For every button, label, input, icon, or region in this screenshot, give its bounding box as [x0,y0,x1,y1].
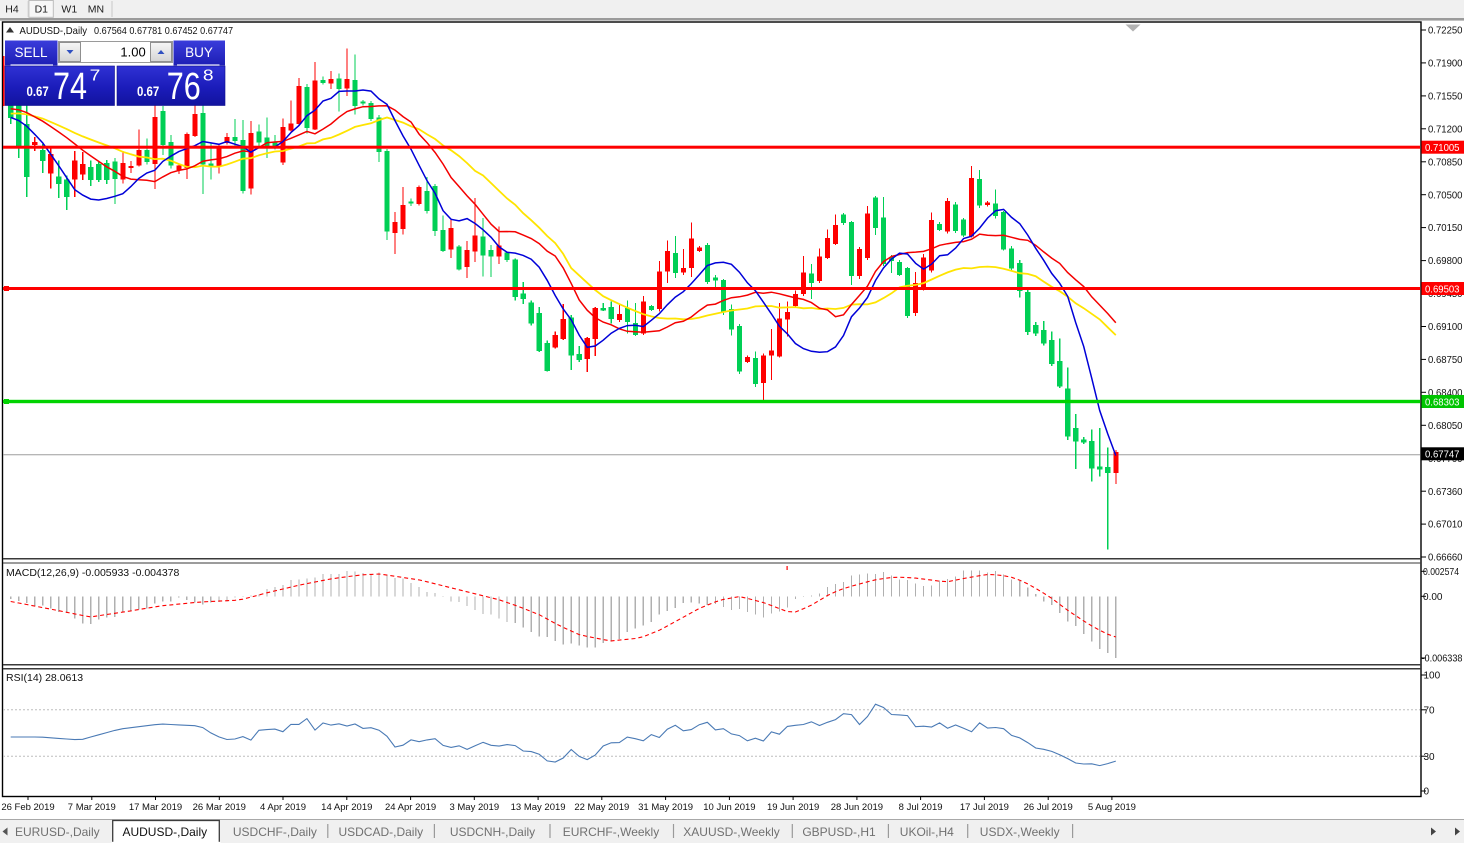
svg-text:28 Jun 2019: 28 Jun 2019 [831,802,883,813]
svg-text:1.00: 1.00 [120,45,145,60]
svg-text:USDX-,Weekly: USDX-,Weekly [980,825,1060,839]
svg-text:0.70850: 0.70850 [1428,156,1463,168]
svg-text:26 Mar 2019: 26 Mar 2019 [193,802,246,813]
svg-text:17 Jul 2019: 17 Jul 2019 [960,802,1009,813]
svg-text:0.002574: 0.002574 [1423,566,1459,578]
svg-text:0.67010: 0.67010 [1428,519,1463,531]
svg-text:0.00: 0.00 [1423,591,1443,603]
svg-text:0.71900: 0.71900 [1428,58,1463,70]
svg-text:0.72250: 0.72250 [1428,25,1463,37]
svg-text:8 Jul 2019: 8 Jul 2019 [899,802,943,813]
svg-text:USDCNH-,Daily: USDCNH-,Daily [450,825,535,839]
svg-text:17 Mar 2019: 17 Mar 2019 [129,802,182,813]
svg-text:26 Jul 2019: 26 Jul 2019 [1024,802,1073,813]
svg-text:26 Feb 2019: 26 Feb 2019 [1,802,54,813]
svg-text:W1: W1 [61,4,77,16]
svg-text:0.67: 0.67 [137,83,159,99]
svg-text:BUY: BUY [185,45,213,60]
svg-text:30: 30 [1424,752,1436,763]
svg-text:0.68303: 0.68303 [1425,396,1460,408]
svg-text:USDCHF-,Daily: USDCHF-,Daily [233,825,317,839]
svg-text:SELL: SELL [14,45,48,60]
svg-text:USDCAD-,Daily: USDCAD-,Daily [338,825,423,839]
svg-text:31 May 2019: 31 May 2019 [638,802,693,813]
svg-text:3 May 2019: 3 May 2019 [449,802,499,813]
svg-text:0.70500: 0.70500 [1428,189,1463,201]
svg-text:0.68750: 0.68750 [1428,354,1463,366]
svg-text:5 Aug 2019: 5 Aug 2019 [1088,802,1136,813]
svg-text:19 Jun 2019: 19 Jun 2019 [767,802,819,813]
svg-text:UKOil-,H4: UKOil-,H4 [900,825,954,839]
svg-text:7 Mar 2019: 7 Mar 2019 [68,802,116,813]
svg-text:D1: D1 [35,4,49,16]
svg-text:0.69503: 0.69503 [1425,283,1460,295]
svg-text:70: 70 [1424,705,1436,716]
svg-text:0.67564 0.67781 0.67452 0.6774: 0.67564 0.67781 0.67452 0.67747 [94,25,233,37]
svg-text:0.67747: 0.67747 [1425,449,1460,461]
svg-text:100: 100 [1424,671,1441,682]
svg-text:14 Apr 2019: 14 Apr 2019 [321,802,372,813]
svg-text:MN: MN [88,4,104,16]
svg-text:-0.006338: -0.006338 [1422,653,1463,665]
svg-text:RSI(14) 28.0613: RSI(14) 28.0613 [6,672,83,684]
svg-text:0.69800: 0.69800 [1428,255,1463,267]
svg-text:AUDUSD-,Daily: AUDUSD-,Daily [20,25,88,37]
svg-text:76: 76 [167,66,201,108]
svg-text:0.68050: 0.68050 [1428,420,1463,432]
svg-text:0.69100: 0.69100 [1428,321,1463,333]
svg-text:EURUSD-,Daily: EURUSD-,Daily [15,825,100,839]
svg-text:0.67: 0.67 [27,83,49,99]
svg-text:24 Apr 2019: 24 Apr 2019 [385,802,436,813]
svg-text:8: 8 [203,68,214,85]
svg-text:0.71005: 0.71005 [1425,142,1460,154]
svg-text:13 May 2019: 13 May 2019 [511,802,566,813]
svg-text:MACD(12,26,9) -0.005933 -0.004: MACD(12,26,9) -0.005933 -0.004378 [6,567,180,579]
svg-text:AUDUSD-,Daily: AUDUSD-,Daily [122,825,207,839]
svg-text:0.71550: 0.71550 [1428,91,1463,103]
svg-text:GBPUSD-,H1: GBPUSD-,H1 [802,825,876,839]
svg-text:EURCHF-,Weekly: EURCHF-,Weekly [563,825,659,839]
svg-text:22 May 2019: 22 May 2019 [574,802,629,813]
svg-text:74: 74 [53,66,87,108]
svg-text:0.66660: 0.66660 [1428,552,1463,564]
svg-text:XAUUSD-,Weekly: XAUUSD-,Weekly [683,825,779,839]
svg-text:0: 0 [1424,787,1430,798]
svg-text:10 Jun 2019: 10 Jun 2019 [703,802,755,813]
svg-text:H4: H4 [5,4,19,16]
svg-text:0.67360: 0.67360 [1428,486,1463,498]
svg-text:4 Apr 2019: 4 Apr 2019 [260,802,306,813]
svg-text:0.70150: 0.70150 [1428,222,1463,234]
svg-text:7: 7 [90,68,101,85]
svg-text:0.71200: 0.71200 [1428,123,1463,135]
